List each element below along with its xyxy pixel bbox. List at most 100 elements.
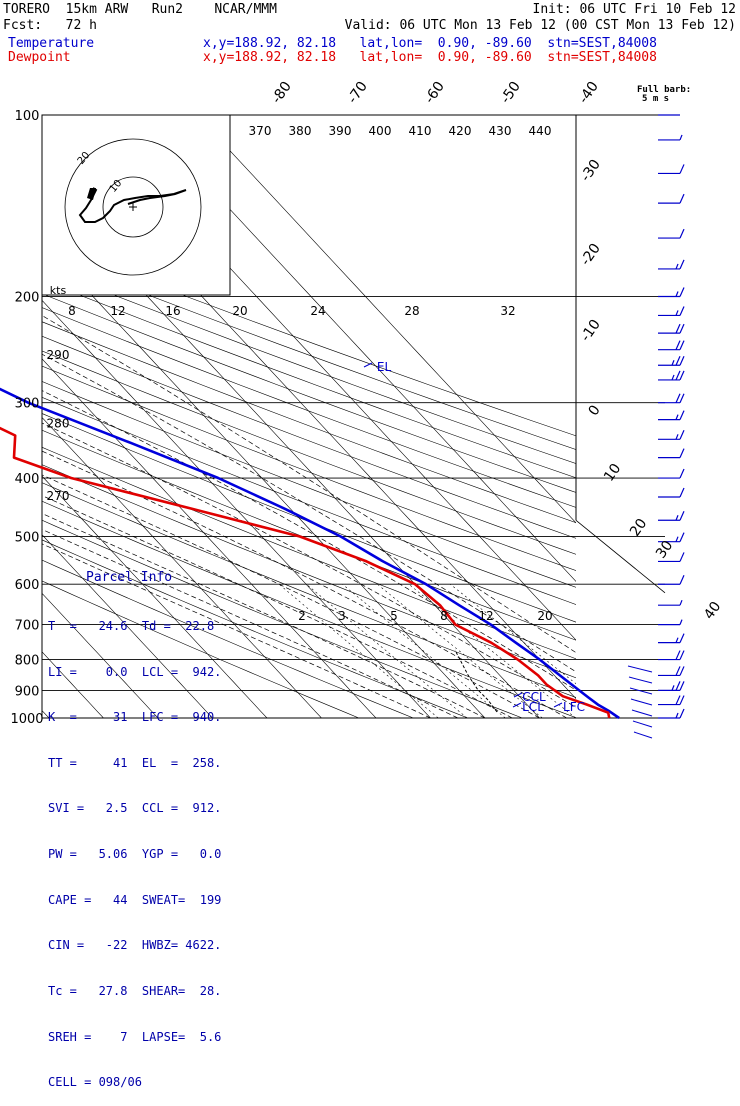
mixing-ratio-label: 20 [537, 609, 552, 623]
parcel-row: LI = 0.0 LCL = 942. [48, 664, 222, 679]
wind-barb-fan [630, 698, 653, 706]
moist-adiabat-line [42, 495, 513, 718]
pressure-tick-label: 900 [15, 684, 40, 699]
wind-barb-fan [632, 720, 653, 728]
parcel-row: SVI = 2.5 CCL = 912. [48, 801, 222, 816]
annotation-arrow [363, 362, 373, 368]
parcel-row: CAPE = 44 SWEAT= 199 [48, 892, 222, 907]
isotherm-line [42, 417, 322, 718]
wind-barb-flag [679, 511, 685, 521]
wind-barb-flag [675, 393, 681, 403]
wind-barb-flag [679, 410, 685, 420]
header-valid-line: Valid: 06 UTC Mon 13 Feb 12 (00 CST Mon … [344, 18, 736, 33]
header-init-line: Init: 06 UTC Fri 10 Feb 12 [532, 2, 737, 17]
isotherm-label: -10 [578, 317, 604, 345]
parcel-row: PW = 5.06 YGP = 0.0 [48, 847, 222, 862]
wind-scale-label: 28 [404, 304, 419, 318]
dry-adiabat-line [42, 335, 576, 539]
mixing-ratio-line [342, 583, 506, 718]
wind-barb-flag [679, 393, 685, 403]
theta-label: 390 [329, 124, 352, 138]
wind-barb-flag [679, 323, 685, 334]
pressure-tick-label: 800 [15, 654, 40, 669]
wind-barb-half [675, 291, 679, 297]
header-title-line: TORERO 15km ARW Run2 NCAR/MMM [3, 2, 277, 17]
dry-adiabat-line [42, 293, 576, 493]
parcel-info-title: Parcel Info [86, 570, 173, 586]
wind-barb-fan [628, 676, 653, 684]
wind-barb-flag [679, 448, 685, 458]
annotation-lfc-label: LFC [563, 700, 585, 714]
isotherm-line [42, 241, 486, 718]
wind-barb-flag [679, 633, 685, 643]
wind-barb-half [675, 310, 679, 316]
wind-barb-flag [675, 650, 681, 660]
mixing-ratio-label: 5 [390, 609, 398, 623]
wind-barb-flag [675, 370, 681, 381]
dry-adiabat-line [42, 266, 576, 464]
isotherm-label: 0 [586, 402, 604, 418]
parcel-row: K = 31 LFC = 940. [48, 710, 222, 725]
wind-barb-half [675, 414, 679, 420]
annotation-arrow [553, 702, 563, 708]
isotherm-label: -80 [269, 79, 295, 107]
isotherm-label: -30 [578, 157, 604, 185]
parcel-row: Tc = 27.8 SHEAR= 28. [48, 983, 222, 998]
isotherm-line [196, 115, 576, 524]
dry-adiabat-line [42, 253, 576, 450]
annotation-lcl-label: LCL [522, 700, 544, 714]
wind-barb-flag [679, 574, 685, 585]
moist-adiabat-line [42, 450, 567, 718]
kts-label: kts [50, 284, 67, 297]
wind-scale-label: 32 [500, 304, 515, 318]
profile-lines [0, 387, 620, 720]
hodograph-frame [41, 114, 231, 296]
wind-barb-fan [627, 665, 653, 673]
isotherm-line [42, 534, 213, 718]
wind-barb-flag [679, 193, 685, 204]
wind-barb-half [679, 134, 683, 141]
hodograph-trace-head [87, 188, 96, 200]
mixing-ratio-label: 2 [298, 609, 306, 623]
dry-adiabat-line [42, 381, 576, 588]
wind-barb-half [675, 712, 679, 719]
wind-barb-half [671, 360, 675, 366]
pressure-tick-label: 700 [15, 619, 40, 634]
dry-adiabat-line [42, 279, 576, 479]
wind-barb-flag [675, 695, 681, 705]
isotherm-label: 40 [701, 599, 724, 623]
wind-barb-flag [679, 681, 685, 691]
wind-scale-label: 24 [310, 304, 325, 318]
temperature-station-info: x,y=188.92, 82.18 lat,lon= 0.90, -89.60 … [203, 36, 657, 51]
isotherm-line [87, 115, 576, 641]
wind-barb-flag [679, 164, 685, 174]
hodograph-ring-outer [64, 138, 202, 276]
wind-barb-flag [679, 695, 685, 705]
wind-barb-flag [675, 340, 681, 350]
isotherm-label: -40 [576, 79, 602, 107]
left-theta-label: 270 [47, 489, 70, 503]
parcel-row: CIN = -22 HWBZ= 4622. [48, 938, 222, 953]
moist-adiabat-line [42, 513, 486, 718]
wind-barb-flag [679, 430, 685, 440]
dry-adiabat-line [42, 580, 359, 718]
isotherm-line [42, 592, 159, 718]
wind-barb-flag [679, 708, 685, 719]
dry-adiabat-line [42, 559, 414, 718]
dry-adiabat-line [42, 240, 576, 437]
dewpoint-legend-label: Dewpoint [8, 50, 71, 65]
dry-adiabat-line [42, 350, 576, 555]
isotherm-label: -60 [422, 79, 448, 107]
pressure-tick-label: 200 [15, 291, 40, 306]
mixing-ratio-line [408, 583, 576, 718]
dry-adiabat-line [42, 500, 576, 718]
parcel-row: SREH = 7 LAPSE= 5.6 [48, 1029, 222, 1044]
wind-barb-flag [679, 532, 685, 542]
moist-adiabat-line [42, 474, 540, 718]
right-diagonal-edge [575, 519, 666, 594]
mixing-ratio-label: 8 [440, 609, 448, 623]
dry-adiabat-line [42, 413, 576, 623]
wind-barb-fan [633, 731, 653, 739]
wind-barb-fan [629, 687, 653, 695]
